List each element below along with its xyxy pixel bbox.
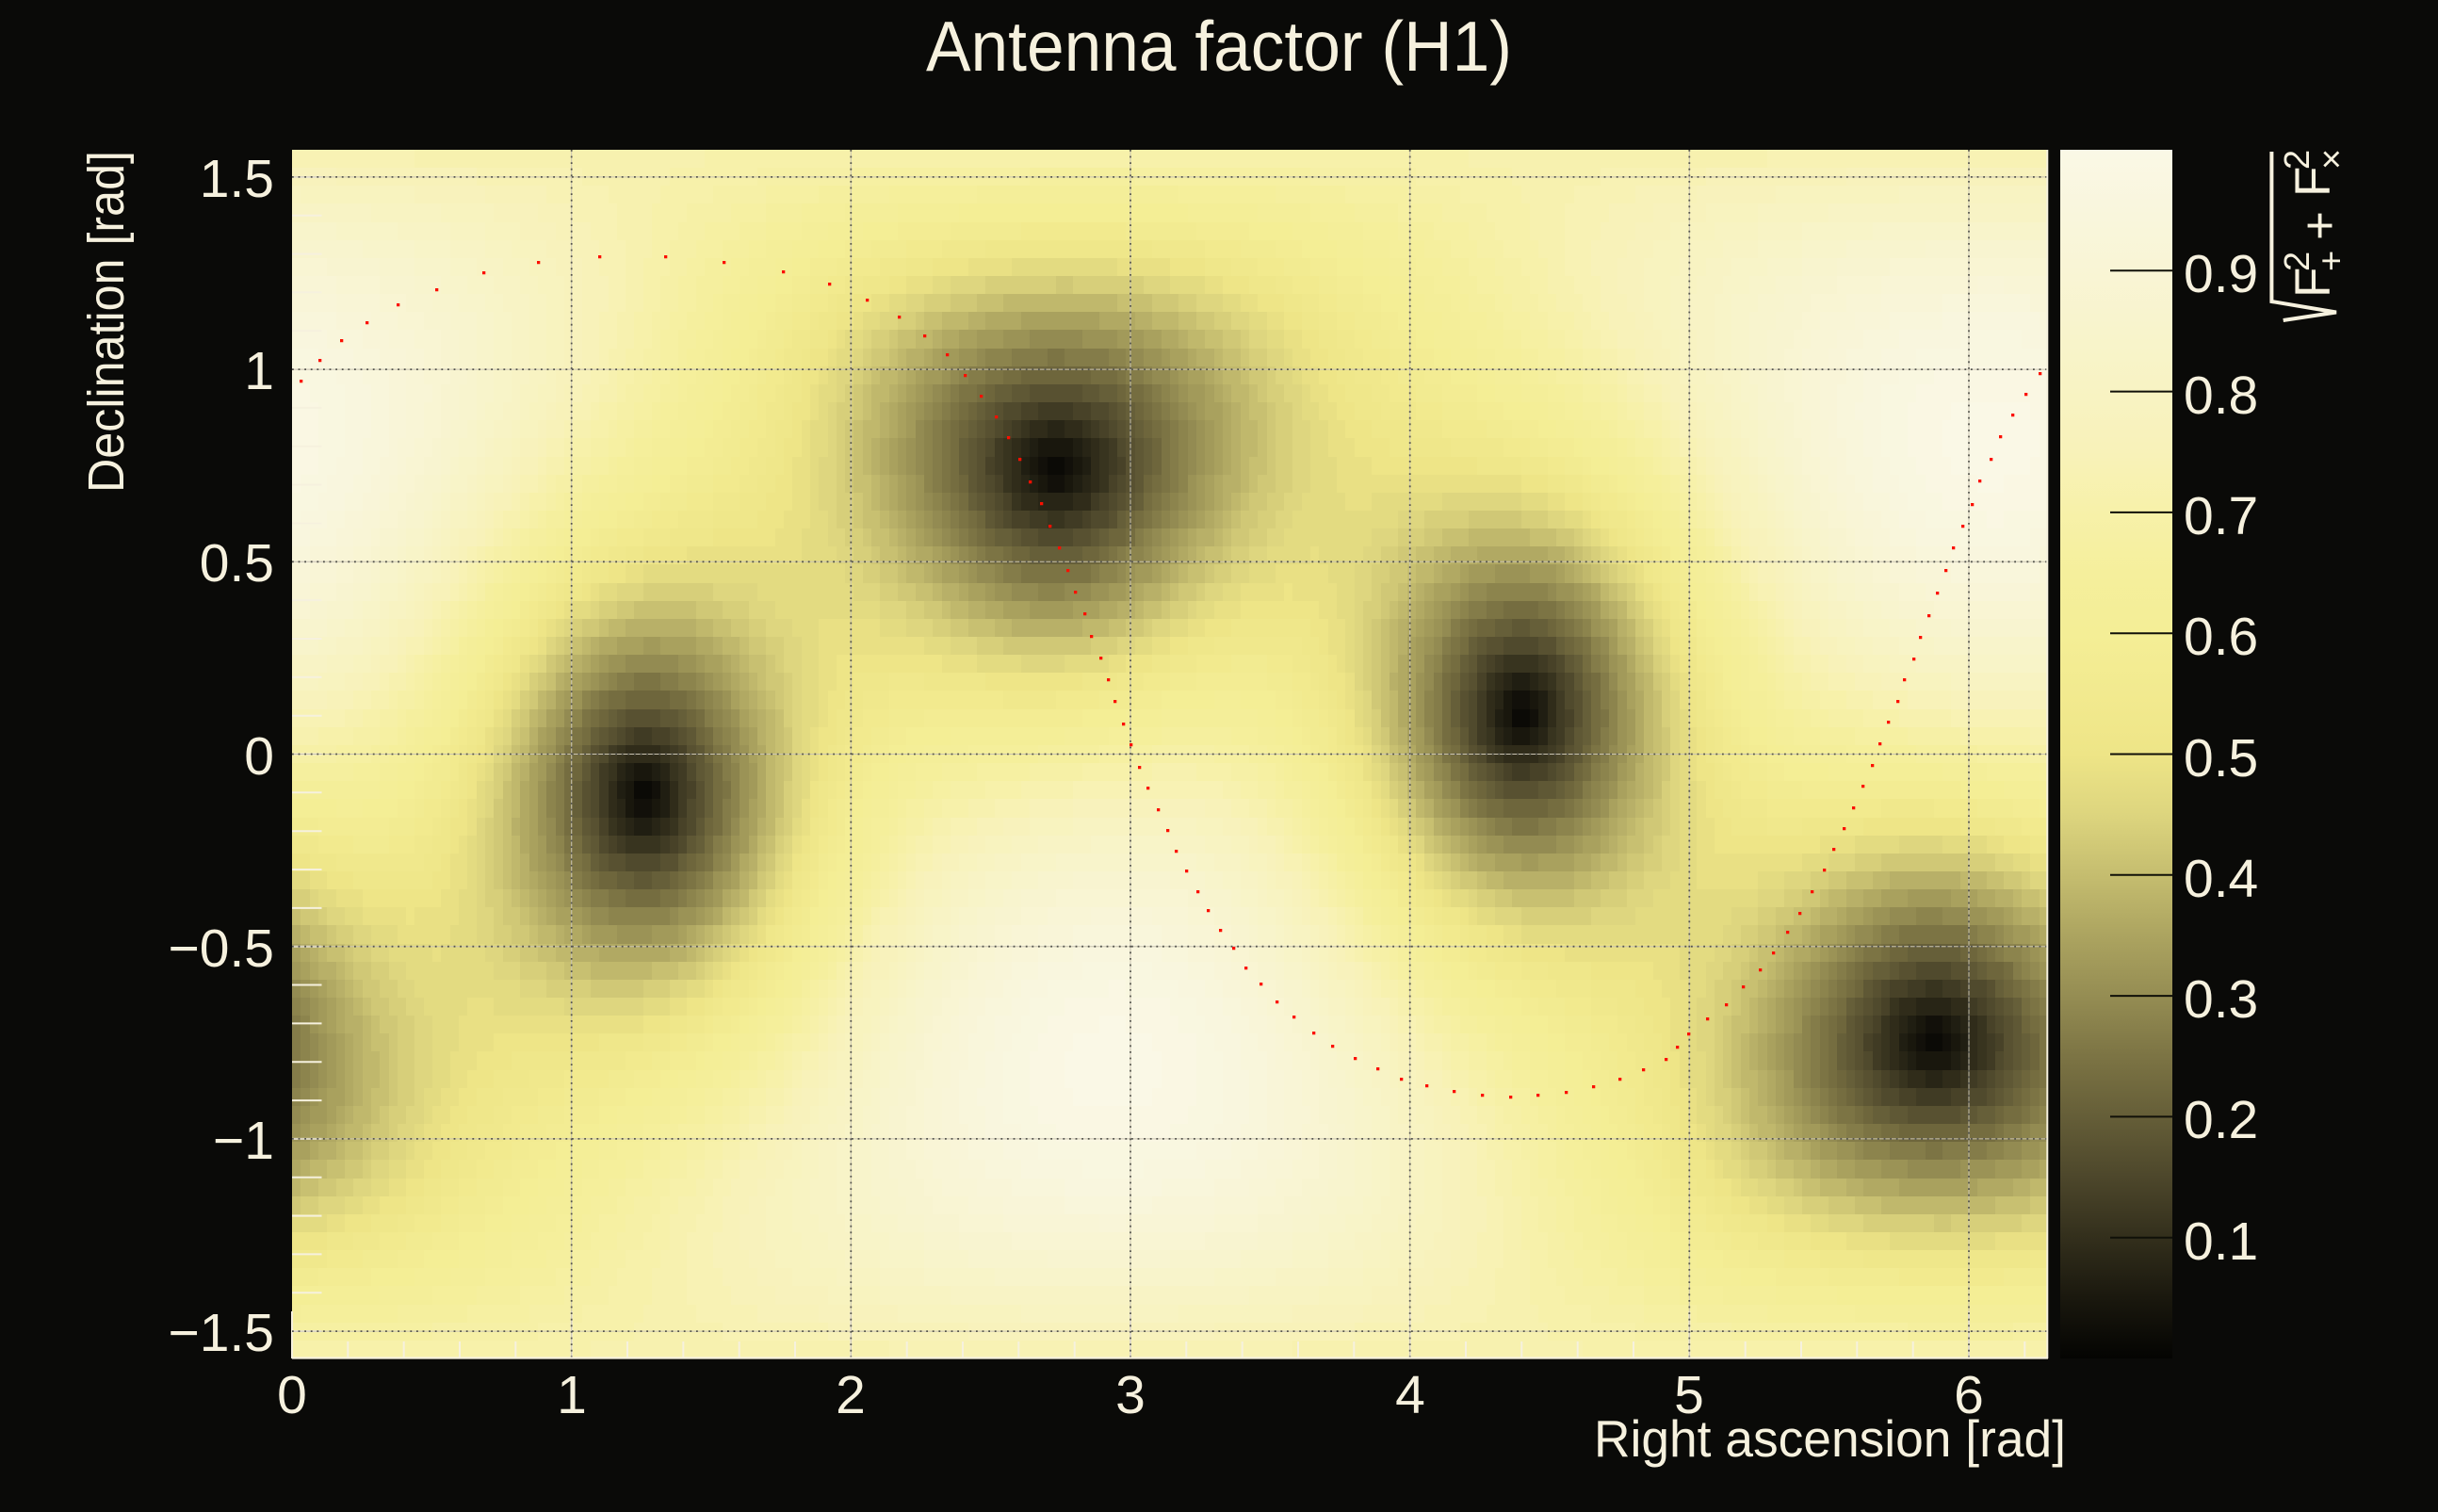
svg-text:0: 0 bbox=[244, 726, 274, 787]
svg-text:0.9: 0.9 bbox=[2184, 244, 2258, 304]
svg-text:0.1: 0.1 bbox=[2184, 1211, 2258, 1272]
svg-text:0.7: 0.7 bbox=[2184, 486, 2258, 546]
svg-text:−1: −1 bbox=[213, 1111, 274, 1171]
svg-text:0: 0 bbox=[277, 1365, 307, 1425]
svg-text:F2++F2×: F2++F2× bbox=[2278, 149, 2352, 298]
svg-text:Declination [rad]: Declination [rad] bbox=[78, 151, 135, 493]
svg-text:0.2: 0.2 bbox=[2184, 1090, 2258, 1150]
svg-text:Right ascension [rad]: Right ascension [rad] bbox=[1594, 1409, 2066, 1468]
svg-text:3: 3 bbox=[1115, 1365, 1146, 1425]
svg-text:1: 1 bbox=[557, 1365, 587, 1425]
svg-text:0.8: 0.8 bbox=[2184, 366, 2258, 426]
svg-text:0.4: 0.4 bbox=[2184, 849, 2258, 909]
svg-text:0.5: 0.5 bbox=[200, 533, 274, 593]
svg-text:5: 5 bbox=[1674, 1365, 1704, 1425]
svg-text:2: 2 bbox=[836, 1365, 866, 1425]
svg-text:1: 1 bbox=[244, 341, 274, 401]
svg-text:4: 4 bbox=[1395, 1365, 1425, 1425]
svg-text:−1.5: −1.5 bbox=[168, 1303, 274, 1363]
svg-text:0.6: 0.6 bbox=[2184, 607, 2258, 667]
svg-text:0.5: 0.5 bbox=[2184, 728, 2258, 789]
svg-text:Antenna factor (H1): Antenna factor (H1) bbox=[926, 7, 1512, 86]
svg-text:−0.5: −0.5 bbox=[168, 919, 274, 979]
svg-text:6: 6 bbox=[1954, 1365, 1984, 1425]
svg-text:1.5: 1.5 bbox=[200, 149, 274, 209]
svg-text:0.3: 0.3 bbox=[2184, 969, 2258, 1030]
